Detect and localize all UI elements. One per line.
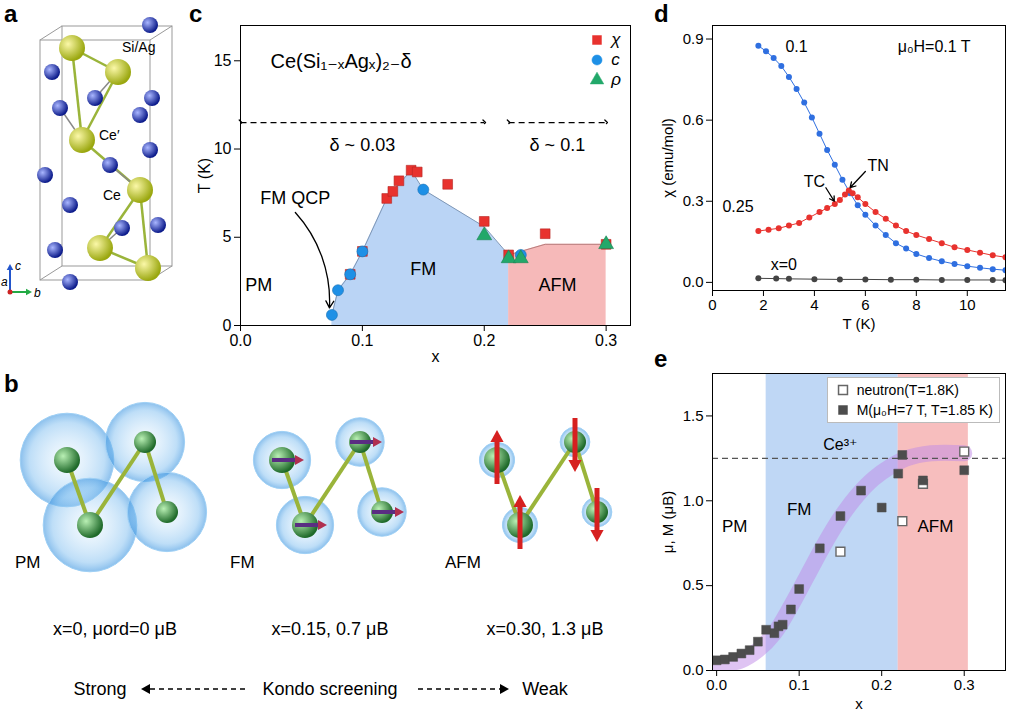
svg-text:a: a [1, 275, 8, 289]
svg-text:0.25: 0.25 [722, 198, 753, 215]
svg-text:0.1: 0.1 [789, 676, 810, 693]
svg-text:0.3: 0.3 [954, 676, 975, 693]
html-text:b: b [4, 370, 19, 397]
svg-text:0: 0 [222, 316, 232, 334]
svg-text:x: x [855, 695, 863, 712]
svg-text:Ce′: Ce′ [99, 127, 120, 143]
svg-text:PM: PM [722, 517, 748, 536]
svg-text:0: 0 [708, 296, 716, 313]
svg-text:T (K): T (K) [196, 158, 213, 193]
svg-text:Ce³⁺: Ce³⁺ [823, 436, 857, 453]
svg-text:0.2: 0.2 [473, 332, 495, 349]
svg-text:4: 4 [810, 296, 818, 313]
svg-text:1.5: 1.5 [683, 407, 704, 424]
svg-text:Ce(Si₁₋ₓAgₓ)₂₋δ: Ce(Si₁₋ₓAgₓ)₂₋δ [271, 50, 412, 72]
svg-text:PM: PM [245, 275, 272, 295]
svg-text:T (K): T (K) [842, 315, 875, 332]
svg-text:Kondo screening: Kondo screening [262, 679, 397, 699]
svg-text:μ₀H=0.1 T: μ₀H=0.1 T [898, 38, 971, 55]
svg-text:Strong: Strong [73, 679, 126, 699]
svg-text:2: 2 [759, 296, 767, 313]
html-text:e: e [654, 345, 668, 372]
svg-text:0.1: 0.1 [351, 332, 373, 349]
svg-text:Si/Ag: Si/Ag [122, 39, 155, 55]
svg-text:TN: TN [867, 157, 888, 174]
svg-text:x=0: x=0 [771, 256, 797, 273]
svg-text:0.3: 0.3 [595, 332, 617, 349]
svg-text:δ ~ 0.03: δ ~ 0.03 [330, 135, 396, 155]
svg-text:x=0, μord=0 μB: x=0, μord=0 μB [53, 619, 177, 639]
svg-text:0.0: 0.0 [683, 661, 704, 678]
svg-text:0.5: 0.5 [683, 576, 704, 593]
svg-text:1.0: 1.0 [683, 492, 704, 509]
svg-text:TC: TC [804, 173, 825, 190]
svg-text:AFM: AFM [917, 517, 953, 536]
svg-text:0.0: 0.0 [229, 332, 251, 349]
svg-text:FM: FM [787, 500, 812, 519]
svg-text:10: 10 [214, 140, 232, 157]
svg-text:χ (emu/mol): χ (emu/mol) [659, 118, 676, 198]
html-text:a: a [4, 0, 18, 27]
svg-text:8: 8 [912, 296, 920, 313]
html-text:c: c [611, 50, 620, 69]
svg-text:0.0: 0.0 [683, 273, 704, 290]
svg-text:FM QCP: FM QCP [260, 188, 330, 208]
svg-text:FM: FM [410, 259, 436, 279]
svg-text:6: 6 [861, 296, 869, 313]
svg-text:x: x [432, 348, 440, 365]
svg-text:PM: PM [15, 553, 41, 572]
svg-text:0.0: 0.0 [706, 676, 727, 693]
html-text:ρ: ρ [611, 70, 621, 89]
svg-text:AFM: AFM [538, 275, 576, 295]
svg-text:0.2: 0.2 [871, 676, 892, 693]
svg-text:0.3: 0.3 [683, 192, 704, 209]
svg-text:δ ~ 0.1: δ ~ 0.1 [530, 135, 586, 155]
svg-text:Weak: Weak [522, 679, 569, 699]
svg-text:x=0.30, 1.3 μB: x=0.30, 1.3 μB [487, 619, 604, 639]
svg-text:μ, M (μB): μ, M (μB) [659, 491, 676, 553]
svg-text:0.6: 0.6 [683, 111, 704, 128]
svg-text:x=0.15, 0.7 μB: x=0.15, 0.7 μB [272, 619, 389, 639]
svg-text:5: 5 [223, 228, 232, 245]
svg-text:c: c [15, 259, 21, 273]
html-text:c: c [189, 0, 203, 27]
svg-text:0.9: 0.9 [683, 30, 704, 47]
svg-text:10: 10 [959, 296, 976, 313]
svg-text:Ce: Ce [103, 187, 121, 203]
html-text:neutron(T=1.8K): neutron(T=1.8K) [856, 382, 959, 398]
svg-text:15: 15 [214, 52, 232, 69]
svg-text:AFM: AFM [445, 553, 481, 572]
svg-text:0.1: 0.1 [785, 38, 807, 55]
svg-text:FM: FM [230, 553, 255, 572]
html-text:M(μ₀H=7 T, T=1.85 K): M(μ₀H=7 T, T=1.85 K) [856, 402, 993, 418]
svg-text:b: b [34, 286, 41, 300]
html-text:d: d [654, 0, 669, 27]
html-text:χ: χ [611, 30, 621, 49]
